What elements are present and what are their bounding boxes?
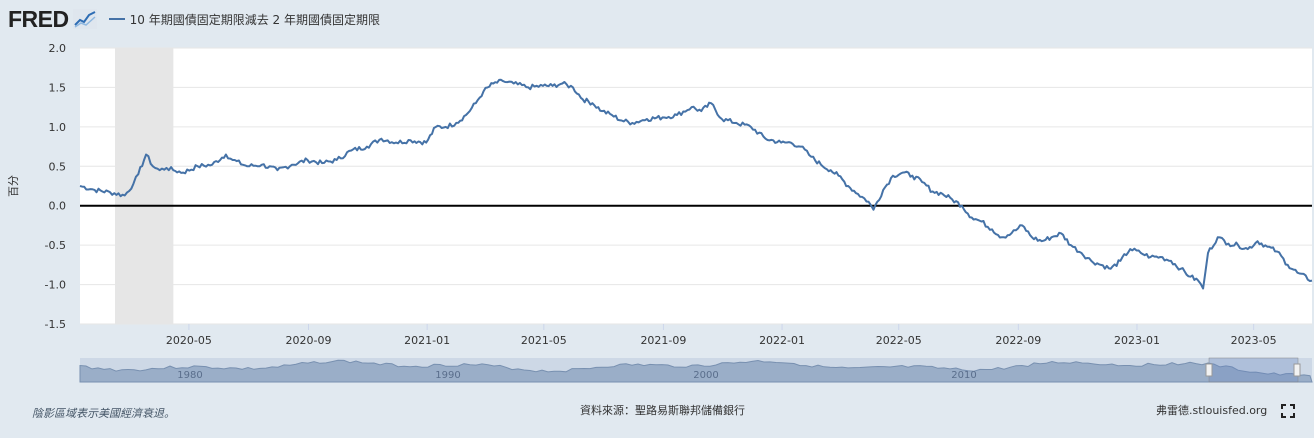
y-tick-label: 0.5 [49, 160, 67, 173]
y-tick-label: -1.5 [45, 318, 66, 331]
range-navigator[interactable]: 1980 1990 2000 2010 [79, 357, 1313, 383]
x-tick-label: 2022-01 [759, 334, 805, 347]
series-title: 10 年期國債固定期限減去 2 年期國債固定期限 [129, 12, 380, 27]
x-tick-label: 2023-05 [1231, 334, 1277, 347]
navigator-label: 1980 [177, 370, 202, 381]
series-line [79, 78, 1313, 290]
y-tick-label: -0.5 [45, 239, 66, 252]
plot-area [80, 48, 1312, 324]
series-layer [79, 78, 1313, 290]
x-axis-ticks: 2020-05 2020-09 2021-01 2021-05 2021-09 2022-… [166, 324, 1277, 347]
site-link[interactable]: 弗雷德.stlouisfed.org [1156, 404, 1268, 417]
y-axis-label: 百分 [7, 175, 20, 197]
recession-band [115, 48, 174, 324]
x-tick-label: 2023-01 [1114, 334, 1160, 347]
x-tick-label: 2022-05 [876, 334, 922, 347]
legend-swatch [108, 18, 125, 20]
navigator-label: 2000 [693, 370, 718, 381]
navigator-handle-right[interactable] [1293, 363, 1301, 377]
x-tick-label: 2021-05 [521, 334, 567, 347]
navigator-labels: 1980 1990 2000 2010 [177, 370, 976, 381]
recession-note: 陰影區域表示美國經濟衰退。 [32, 407, 175, 420]
line-chart-icon [72, 9, 97, 29]
chart-legend: 10 年期國債固定期限減去 2 年期國債固定期限 [108, 11, 380, 28]
navigator-label: 1990 [435, 370, 460, 381]
y-tick-label: 0.0 [49, 200, 67, 213]
navigator-area [79, 359, 1313, 383]
y-tick-label: 2.0 [49, 42, 67, 55]
x-tick-label: 2020-05 [166, 334, 212, 347]
y-axis-ticks: 2.0 1.5 1.0 0.5 0.0 -0.5 -1.0 -1.5 [45, 42, 66, 331]
navigator-handle-left[interactable] [1205, 363, 1213, 377]
fred-logo[interactable]: FRED [8, 5, 69, 32]
navigator-selection[interactable] [1208, 357, 1299, 383]
x-tick-label: 2021-01 [404, 334, 450, 347]
source-text: 資料來源：聖路易斯聯邦儲備銀行 [580, 404, 745, 417]
x-tick-label: 2021-09 [640, 334, 686, 347]
chart-header: FRED 10 年期國債固定期限減去 2 年期國債固定期限 [8, 6, 380, 32]
recession-band-layer [115, 48, 174, 324]
y-tick-label: 1.5 [49, 81, 67, 94]
navigator-label: 2010 [951, 370, 976, 381]
x-tick-label: 2022-09 [995, 334, 1041, 347]
y-tick-label: 1.0 [49, 121, 67, 134]
y-tick-label: -1.0 [45, 279, 66, 292]
x-tick-label: 2020-09 [286, 334, 332, 347]
fullscreen-icon[interactable] [1281, 404, 1295, 418]
